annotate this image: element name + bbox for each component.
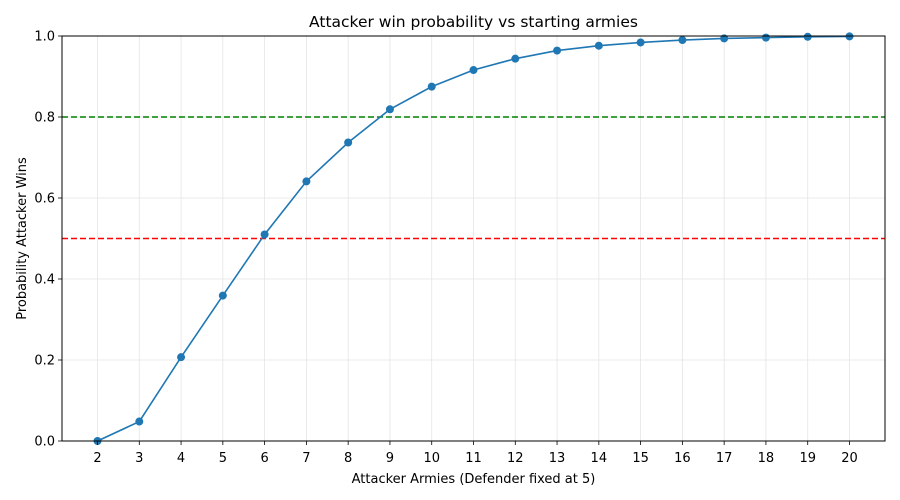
data-point — [594, 41, 603, 50]
data-point — [678, 36, 687, 45]
x-tick-label: 4 — [177, 451, 185, 466]
x-tick-label: 10 — [423, 451, 440, 466]
reference-lines — [62, 116, 885, 240]
data-point — [135, 417, 144, 426]
x-tick-label: 18 — [758, 451, 775, 466]
data-point — [469, 66, 478, 75]
y-axis-label: Probability Attacker Wins — [15, 157, 30, 320]
y-tick-label: 0.0 — [34, 435, 55, 450]
data-point — [177, 353, 186, 362]
data-point — [260, 230, 269, 239]
y-tick-label: 0.6 — [34, 192, 55, 207]
x-tick-label: 7 — [302, 451, 310, 466]
x-tick-label: 14 — [591, 451, 608, 466]
x-tick-label: 15 — [632, 451, 649, 466]
data-point — [218, 291, 227, 300]
x-tick-label: 12 — [507, 451, 524, 466]
y-tick-label: 1.0 — [34, 30, 55, 45]
x-tick-label: 2 — [93, 451, 101, 466]
data-point — [636, 38, 645, 47]
y-tick-label: 0.4 — [34, 273, 55, 288]
x-tick-label: 13 — [549, 451, 566, 466]
x-tick-label: 5 — [219, 451, 227, 466]
data-point — [427, 82, 436, 91]
x-tick-label: 11 — [465, 451, 482, 466]
data-point — [803, 32, 812, 41]
x-tick-label: 6 — [260, 451, 268, 466]
x-tick-label: 19 — [799, 451, 816, 466]
x-tick-label: 16 — [674, 451, 691, 466]
x-tick-label: 8 — [344, 451, 352, 466]
x-tick-label: 20 — [841, 451, 858, 466]
data-series — [93, 32, 854, 445]
y-tick-label: 0.2 — [34, 354, 55, 369]
y-tick-label: 0.8 — [34, 111, 55, 126]
axis-ticks: 2 3 4 5 6 7 8 9 10 11 12 13 14 15 16 17 18 19 20 0.0 0.2 0.4 0… — [34, 30, 857, 467]
data-point — [553, 46, 562, 55]
data-point — [511, 54, 520, 63]
data-point — [385, 105, 394, 114]
data-point — [344, 138, 353, 147]
data-point — [302, 177, 311, 186]
x-tick-label: 9 — [386, 451, 394, 466]
grid — [62, 35, 885, 442]
x-tick-label: 17 — [716, 451, 733, 466]
x-tick-label: 3 — [135, 451, 143, 466]
chart-title: Attacker win probability vs starting arm… — [309, 13, 638, 31]
x-axis-label: Attacker Armies (Defender fixed at 5) — [352, 472, 596, 487]
data-point — [761, 33, 770, 42]
